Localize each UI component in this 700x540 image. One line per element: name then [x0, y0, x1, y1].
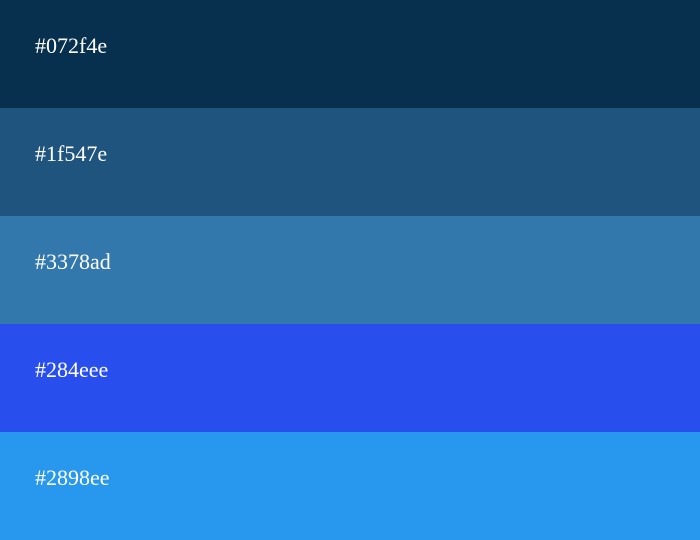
swatch-hex-label: #284eee [35, 357, 109, 382]
color-swatch: #284eee [0, 324, 700, 432]
swatch-hex-label: #072f4e [35, 33, 108, 58]
swatch-hex-label: #2898ee [35, 465, 110, 490]
color-swatch: #1f547e [0, 108, 700, 216]
color-swatch: #2898ee [0, 432, 700, 540]
swatch-hex-label: #1f547e [35, 141, 108, 166]
color-swatch: #3378ad [0, 216, 700, 324]
color-swatch: #072f4e [0, 0, 700, 108]
swatch-hex-label: #3378ad [35, 249, 111, 274]
